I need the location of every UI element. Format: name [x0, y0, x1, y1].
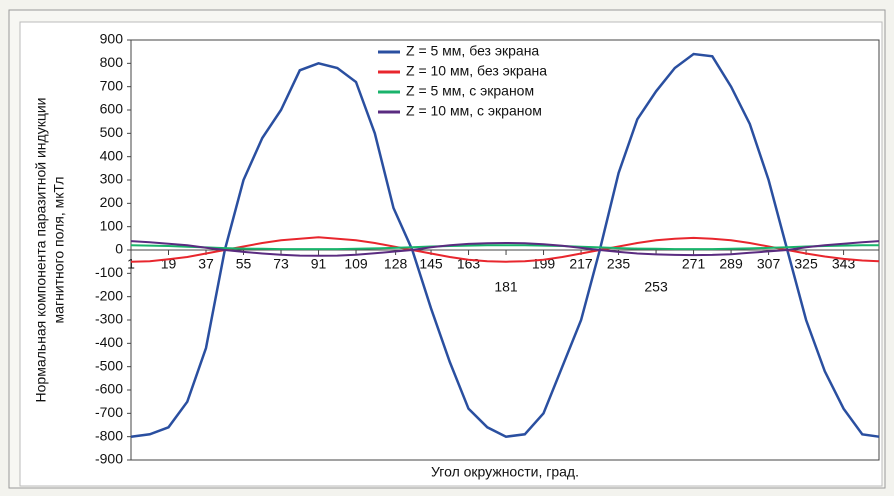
y-tick-label: 200 — [100, 194, 124, 210]
y-tick-label: -100 — [95, 264, 123, 280]
x-tick-label: 307 — [757, 256, 781, 272]
y-tick-label: -400 — [95, 334, 123, 350]
y-tick-label: 600 — [100, 101, 124, 117]
legend-label: Z = 5 мм, без экрана — [406, 43, 539, 59]
y-tick-label: 800 — [100, 54, 124, 70]
x-tick-label: 289 — [719, 256, 743, 272]
y-tick-label: -900 — [95, 451, 123, 467]
legend-label: Z = 5 мм, с экраном — [406, 83, 534, 99]
y-tick-label: 400 — [100, 147, 124, 163]
x-tick-label: 37 — [198, 256, 214, 272]
series-line — [130, 244, 879, 251]
y-tick-label: -600 — [95, 381, 123, 397]
x-tick-label: 109 — [344, 256, 368, 272]
x-tick-label: 325 — [794, 256, 818, 272]
y-tick-label: 500 — [100, 124, 124, 140]
y-tick-label: -300 — [95, 311, 123, 327]
legend-label: Z = 10 мм, с экраном — [406, 103, 542, 119]
x-tick-label: 1 — [127, 256, 135, 272]
series-line — [130, 236, 880, 263]
y-axis-label: Нормальная компонента паразитной индукци… — [33, 98, 49, 403]
series-line — [130, 240, 880, 257]
y-tick-label: -800 — [95, 427, 123, 443]
y-tick-label: -700 — [95, 404, 123, 420]
x-tick-label: 128 — [384, 256, 408, 272]
x-tick-label: 91 — [311, 256, 327, 272]
legend-label: Z = 10 мм, без экрана — [406, 63, 547, 79]
x-tick-label: 271 — [682, 256, 706, 272]
y-tick-label: 300 — [100, 171, 124, 187]
y-tick-label: -200 — [95, 287, 123, 303]
y-tick-label: 100 — [100, 217, 124, 233]
y-tick-label: 0 — [115, 241, 123, 257]
y-tick-label: -500 — [95, 357, 123, 373]
x-tick-label: 73 — [273, 256, 289, 272]
series-line — [130, 52, 880, 438]
x-tick-label: 55 — [236, 256, 252, 272]
x-tick-label: 181 — [494, 279, 518, 295]
y-axis-label: магнитного поля, мкТл — [51, 177, 67, 324]
x-axis-label: Угол окружности, град. — [431, 464, 579, 480]
y-tick-label: 900 — [100, 31, 124, 47]
x-tick-label: 235 — [607, 256, 631, 272]
x-tick-label: 217 — [569, 256, 593, 272]
y-tick-label: 700 — [100, 77, 124, 93]
x-tick-label: 253 — [644, 279, 668, 295]
x-tick-label: 145 — [419, 256, 443, 272]
